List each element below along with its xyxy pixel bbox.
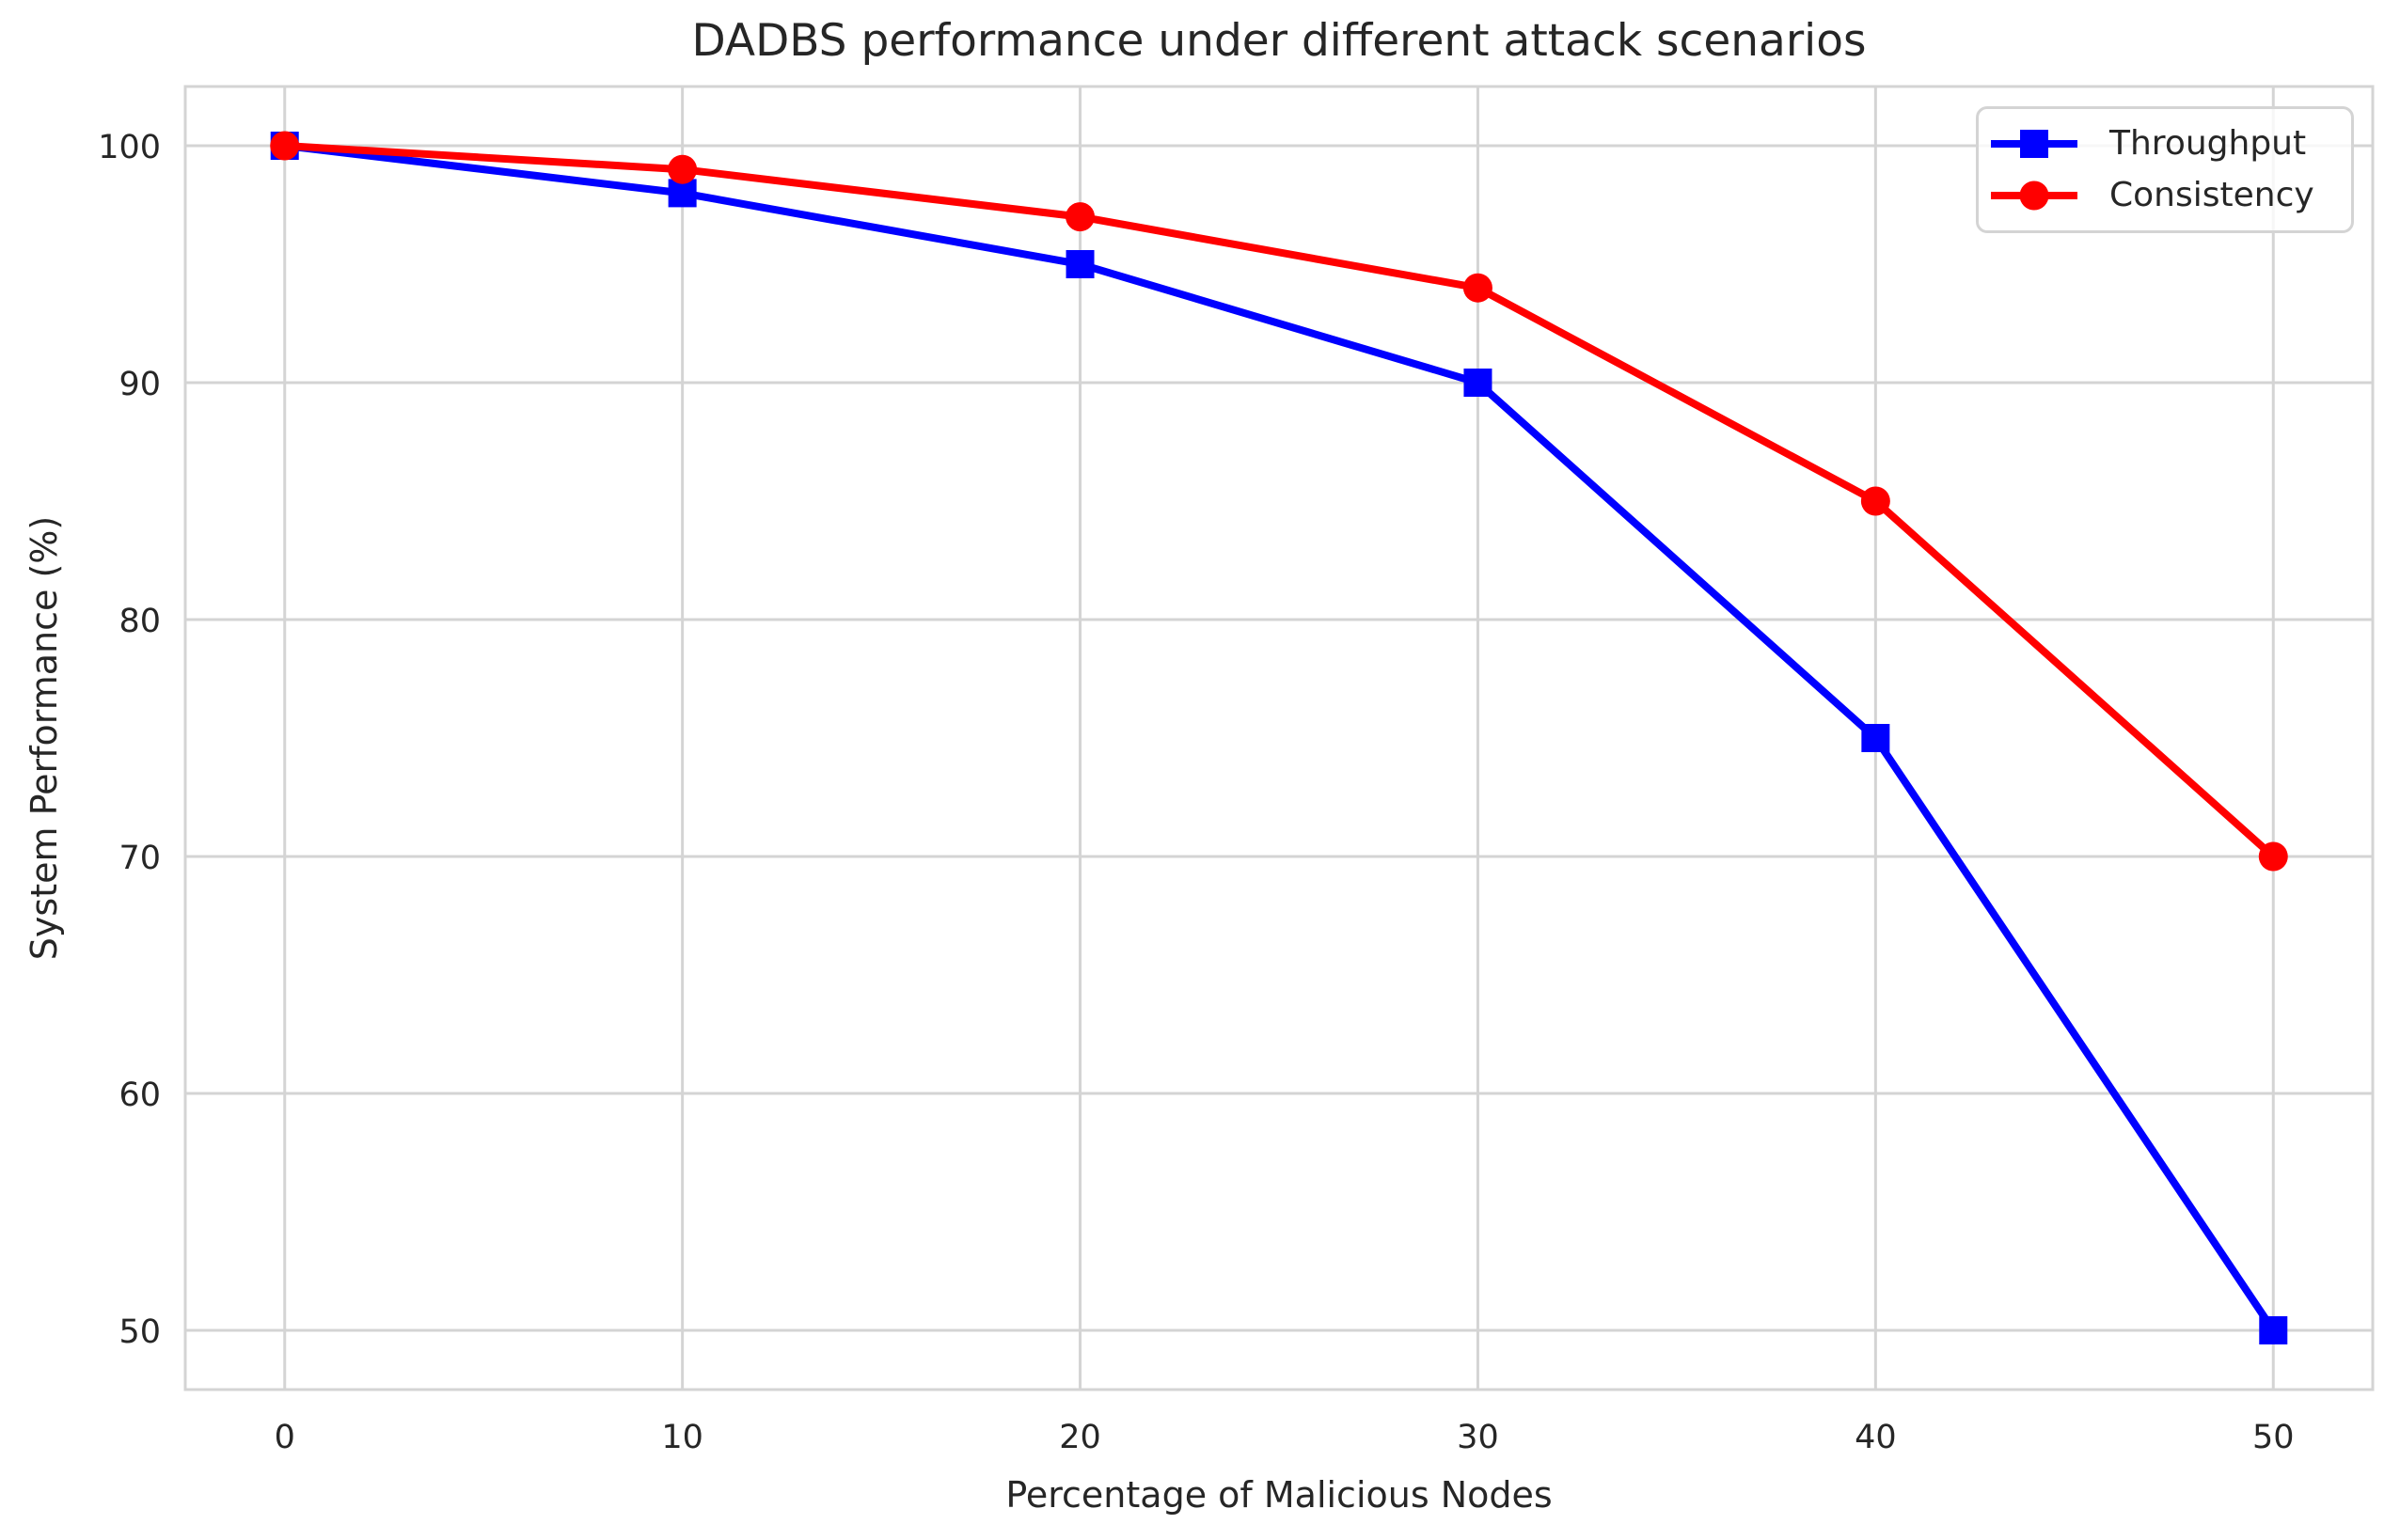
- marker-square-throughput: [2259, 1316, 2288, 1344]
- x-tick-label: 40: [1855, 1419, 1897, 1456]
- marker-circle-consistency: [668, 154, 698, 184]
- y-tick-label: 100: [98, 129, 161, 166]
- marker-square-throughput: [1463, 369, 1492, 397]
- legend: Throughput Consistency: [1976, 106, 2354, 233]
- marker-circle-consistency: [1860, 486, 1890, 516]
- marker-circle-consistency: [2258, 841, 2288, 872]
- throughput-line-marker-icon: [1991, 130, 2077, 158]
- y-tick-label: 80: [118, 603, 161, 640]
- y-tick-label: 90: [118, 366, 161, 403]
- x-axis-label: Percentage of Malicious Nodes: [1005, 1474, 1553, 1516]
- x-tick-label: 20: [1059, 1419, 1101, 1456]
- y-tick-label: 50: [118, 1313, 161, 1351]
- legend-label-throughput: Throughput: [2109, 124, 2307, 163]
- x-tick-label: 30: [1457, 1419, 1499, 1456]
- marker-square-throughput: [1066, 250, 1095, 278]
- legend-item-throughput: Throughput: [1989, 127, 2351, 161]
- consistency-line-marker-icon: [1991, 181, 2077, 211]
- series-line-throughput: [284, 142, 2277, 1333]
- plot-border: [183, 85, 2375, 1391]
- x-tick-label: 50: [2252, 1419, 2295, 1456]
- chart-title: DADBS performance under different attack…: [691, 15, 1867, 67]
- x-tick-label: 0: [275, 1419, 295, 1456]
- marker-circle-consistency: [1462, 273, 1492, 303]
- legend-marker-square: [2020, 130, 2048, 158]
- legend-marker-circle: [2019, 181, 2049, 211]
- legend-label-consistency: Consistency: [2109, 176, 2314, 214]
- legend-item-consistency: Consistency: [1989, 179, 2351, 212]
- marker-square-throughput: [1861, 724, 1890, 752]
- x-tick-label: 10: [661, 1419, 703, 1456]
- y-tick-label: 70: [118, 840, 161, 877]
- marker-circle-consistency: [270, 131, 300, 161]
- y-tick-label: 60: [118, 1076, 161, 1114]
- marker-circle-consistency: [1066, 202, 1096, 232]
- series-line-consistency: [284, 142, 2276, 859]
